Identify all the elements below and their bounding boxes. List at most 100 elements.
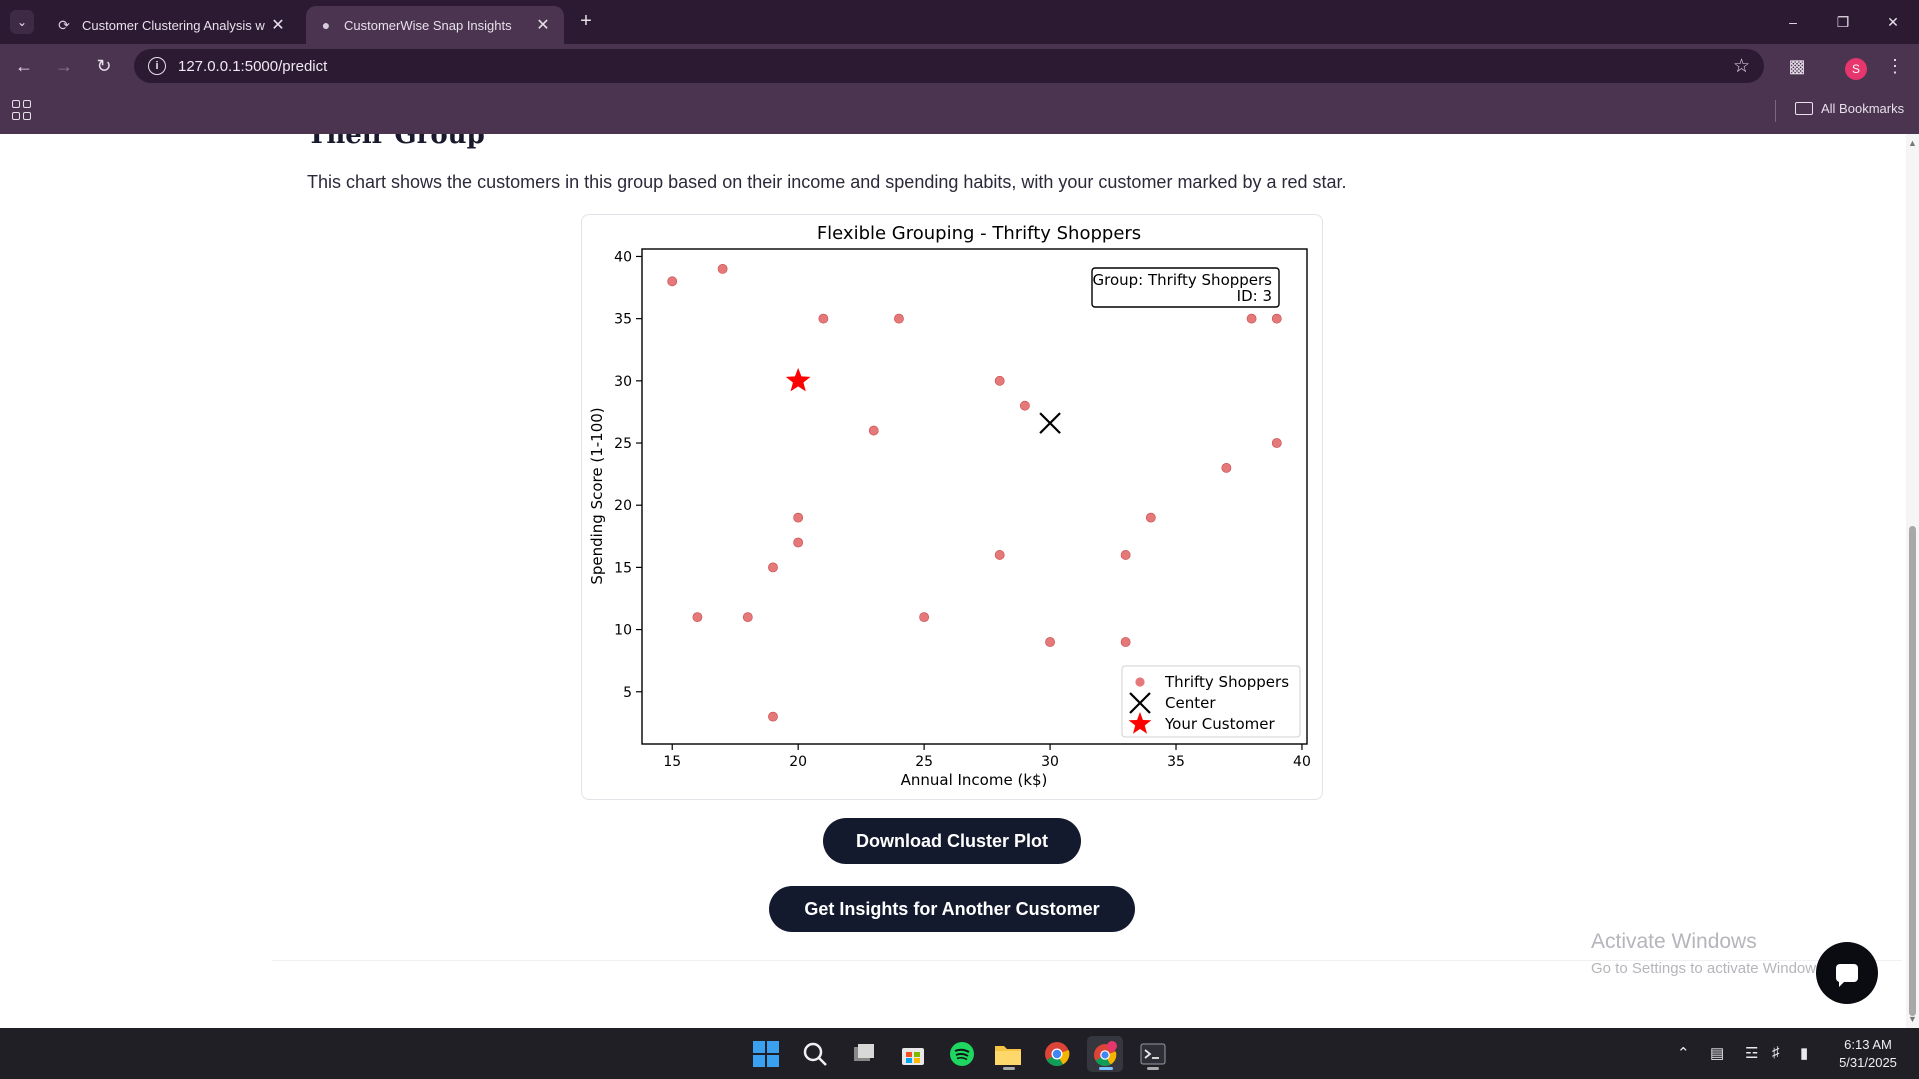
- data-point: [1019, 400, 1030, 411]
- chart-card: Flexible Grouping - Thrifty Shoppers 15 2…: [581, 214, 1323, 800]
- close-icon[interactable]: ✕: [271, 17, 285, 34]
- data-point: [868, 425, 879, 436]
- section-divider: [272, 960, 1902, 961]
- chat-bubble-icon: [1836, 964, 1858, 987]
- legend-label: Center: [1165, 694, 1216, 712]
- apps-grid-icon[interactable]: [12, 100, 32, 120]
- y-tick-label: 15: [614, 560, 632, 576]
- new-tab-plus-icon[interactable]: +: [580, 10, 592, 32]
- tab-customerwise-insights[interactable]: ● CustomerWise Snap Insights ✕: [306, 6, 564, 44]
- back-arrow-icon[interactable]: ←: [15, 56, 33, 76]
- bookmarks-divider: [1775, 100, 1776, 122]
- y-tick-label: 20: [614, 498, 632, 514]
- download-cluster-plot-button[interactable]: Download Cluster Plot: [823, 818, 1081, 864]
- windows-taskbar: ⌃ ▤ ☲ ♯ ▮ 6:13 AM 5/31/2025: [0, 1028, 1919, 1079]
- all-bookmarks-button[interactable]: All Bookmarks: [1795, 101, 1904, 116]
- data-point: [1271, 438, 1282, 448]
- page-content: Their Group This chart shows the custome…: [0, 134, 1906, 1028]
- data-point: [717, 263, 728, 274]
- y-tick-label: 30: [614, 374, 632, 390]
- microsoft-store-icon[interactable]: [895, 1036, 931, 1072]
- terminal-icon[interactable]: [1135, 1036, 1171, 1072]
- chart-description: This chart shows the customers in this g…: [307, 172, 1347, 192]
- chat-button[interactable]: [1816, 942, 1878, 1004]
- loading-spinner-icon: ⟳: [58, 16, 70, 33]
- x-tick-label: 35: [1167, 754, 1185, 770]
- system-clock[interactable]: 6:13 AM 5/31/2025: [1825, 1036, 1911, 1072]
- site-info-icon[interactable]: i: [148, 57, 166, 75]
- data-point: [919, 612, 930, 623]
- tab-title: Customer Clustering Analysis w: [82, 17, 265, 33]
- data-point: [768, 711, 778, 722]
- scroll-down-arrow-icon[interactable]: ▼: [1908, 1014, 1917, 1024]
- data-point: [1120, 637, 1131, 647]
- your-customer-star: [785, 367, 811, 392]
- plot-frame: [641, 248, 1308, 745]
- url-text[interactable]: 127.0.0.1:5000/predict: [178, 57, 328, 75]
- activate-windows-subtitle: Go to Settings to activate Windows.: [1591, 960, 1828, 977]
- address-bar[interactable]: i 127.0.0.1:5000/predict ☆: [134, 49, 1764, 83]
- x-tick-label: 25: [915, 754, 933, 770]
- chrome-icon[interactable]: [1039, 1036, 1075, 1072]
- y-axis-label: Spending Score (1-100): [588, 407, 606, 584]
- scroll-thumb[interactable]: [1909, 526, 1916, 1016]
- menu-kebab-icon[interactable]: ⋮: [1886, 56, 1904, 76]
- clock-date: 5/31/2025: [1839, 1055, 1897, 1070]
- annotation-line-1: Group: Thrifty Shoppers: [1093, 271, 1273, 289]
- wifi-icon[interactable]: ☲: [1745, 1045, 1759, 1062]
- minimize-icon[interactable]: –: [1789, 14, 1797, 30]
- folder-icon: [1795, 102, 1813, 115]
- tab-search-chevron-icon[interactable]: ⌄: [10, 10, 34, 34]
- insights-another-customer-button[interactable]: Get Insights for Another Customer: [769, 886, 1135, 932]
- bookmark-star-icon[interactable]: ☆: [1732, 55, 1750, 77]
- chrome-profile-icon[interactable]: [1087, 1036, 1123, 1072]
- tab-bar: ⌄ ⟳ Customer Clustering Analysis w ✕ ● C…: [0, 0, 1919, 44]
- tray-storage-icon[interactable]: ▤: [1710, 1045, 1725, 1062]
- window-close-icon[interactable]: ✕: [1887, 14, 1899, 30]
- tray-chevron-up-icon[interactable]: ⌃: [1677, 1045, 1690, 1062]
- file-explorer-icon[interactable]: [990, 1036, 1026, 1072]
- forward-arrow-icon[interactable]: →: [55, 56, 73, 76]
- y-tick-label: 10: [614, 623, 632, 639]
- globe-icon: ●: [321, 17, 331, 33]
- group-annotation-box: Group: Thrifty Shoppers ID: 3: [1091, 267, 1280, 308]
- data-point: [1045, 637, 1055, 647]
- extensions-puzzle-icon[interactable]: ▩: [1788, 56, 1806, 76]
- legend-label: Your Customer: [1164, 715, 1275, 733]
- data-point: [667, 276, 678, 287]
- page-scrollbar[interactable]: ▲ ▼: [1906, 134, 1919, 1028]
- data-point: [1120, 550, 1131, 560]
- legend-marker-thrifty: [1135, 677, 1145, 687]
- annotation-line-2: ID: 3: [1237, 287, 1272, 305]
- windows-start-icon[interactable]: [748, 1036, 784, 1072]
- legend-marker-your-customer: [1128, 712, 1152, 734]
- data-point: [1145, 512, 1156, 523]
- data-point: [692, 612, 703, 623]
- search-icon[interactable]: [797, 1036, 833, 1072]
- data-point: [1246, 313, 1257, 324]
- x-tick-label: 20: [789, 754, 807, 770]
- tab-customer-clustering[interactable]: ⟳ Customer Clustering Analysis w ✕: [44, 6, 299, 44]
- profile-avatar[interactable]: S: [1845, 58, 1867, 80]
- all-bookmarks-label: All Bookmarks: [1821, 101, 1905, 116]
- x-axis-label: Annual Income (k$): [901, 771, 1048, 789]
- restore-icon[interactable]: ❐: [1836, 14, 1850, 30]
- spotify-icon[interactable]: [944, 1036, 980, 1072]
- volume-muted-icon[interactable]: ♯: [1772, 1044, 1780, 1061]
- data-point: [793, 512, 804, 523]
- x-tick-label: 15: [663, 754, 681, 770]
- scroll-up-arrow-icon[interactable]: ▲: [1908, 138, 1917, 148]
- battery-icon[interactable]: ▮: [1800, 1045, 1809, 1062]
- chart-legend: Thrifty Shoppers Center Your Customer: [1121, 665, 1301, 738]
- reload-icon[interactable]: ↻: [96, 56, 112, 76]
- data-point: [768, 562, 778, 573]
- section-heading: Their Group: [307, 134, 485, 150]
- task-view-icon[interactable]: [846, 1036, 882, 1072]
- tab-title: CustomerWise Snap Insights: [344, 17, 512, 33]
- bookmarks-bar: All Bookmarks: [0, 88, 1919, 134]
- cluster-scatter-chart: Flexible Grouping - Thrifty Shoppers 15 2…: [588, 223, 1311, 789]
- data-point: [994, 375, 1005, 386]
- legend-label: Thrifty Shoppers: [1164, 673, 1289, 691]
- x-tick-label: 30: [1041, 754, 1059, 770]
- close-icon[interactable]: ✕: [536, 17, 550, 34]
